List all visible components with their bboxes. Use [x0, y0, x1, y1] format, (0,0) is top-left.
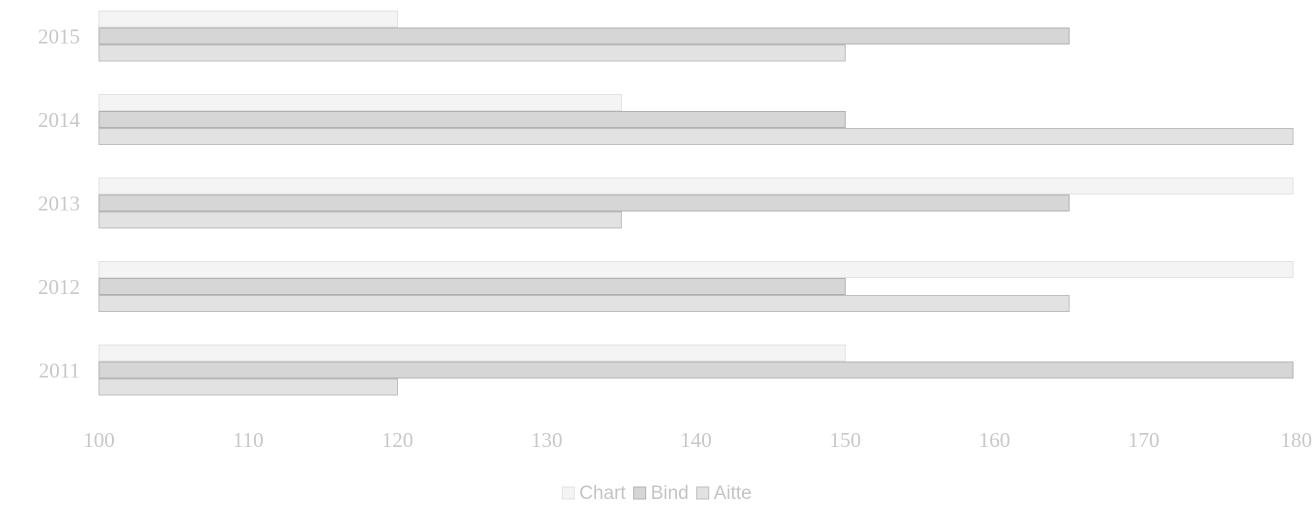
y-tick-label: 2014 — [38, 108, 81, 132]
x-tick-label: 150 — [830, 428, 862, 452]
legend-label: Bind — [651, 483, 689, 504]
legend-swatch — [633, 486, 647, 500]
y-tick-label: 2012 — [38, 275, 80, 299]
x-axis-labels: 100 110 120 130 140 150 160 170 180 — [83, 428, 1312, 452]
bar-2015-series-3 — [98, 44, 846, 62]
bar-2015-series-2 — [98, 27, 1070, 45]
bar-2011-series-2 — [98, 361, 1294, 379]
y-tick-label: 2013 — [38, 192, 80, 216]
x-tick-label: 170 — [1128, 428, 1160, 452]
legend-swatch — [561, 486, 575, 500]
legend-label: Aitte — [714, 483, 752, 504]
bar-2011-series-3 — [98, 378, 398, 396]
bar-2014-series-1 — [98, 94, 622, 111]
bars-group — [98, 10, 1294, 396]
bar-2013-series-2 — [98, 194, 1070, 212]
bar-2012-series-3 — [98, 295, 1070, 312]
bar-2012-series-2 — [98, 278, 846, 295]
x-tick-label: 100 — [83, 428, 115, 452]
legend-swatch — [696, 486, 710, 500]
y-tick-label: 2015 — [38, 25, 80, 49]
legend-item: Bind — [633, 483, 689, 504]
x-tick-label: 130 — [531, 428, 563, 452]
legend-item: Chart — [561, 483, 626, 504]
bar-2013-series-1 — [98, 177, 1294, 195]
legend: Chart Bind Aitte — [561, 483, 752, 504]
x-tick-label: 140 — [680, 428, 712, 452]
bar-2015-series-1 — [98, 10, 398, 28]
y-axis-labels: 2011 2012 2013 2014 2015 — [38, 25, 81, 383]
bar-2014-series-3 — [98, 128, 1294, 145]
legend-item: Aitte — [696, 483, 752, 504]
x-tick-label: 110 — [233, 428, 264, 452]
bar-2011-series-1 — [98, 344, 846, 362]
x-tick-label: 120 — [382, 428, 414, 452]
bar-2013-series-3 — [98, 211, 622, 229]
bar-2012-series-1 — [98, 261, 1294, 278]
legend-label: Chart — [579, 483, 626, 504]
y-tick-label: 2011 — [39, 359, 80, 383]
x-tick-label: 180 — [1281, 428, 1313, 452]
x-tick-label: 160 — [979, 428, 1011, 452]
bar-2014-series-2 — [98, 111, 846, 128]
